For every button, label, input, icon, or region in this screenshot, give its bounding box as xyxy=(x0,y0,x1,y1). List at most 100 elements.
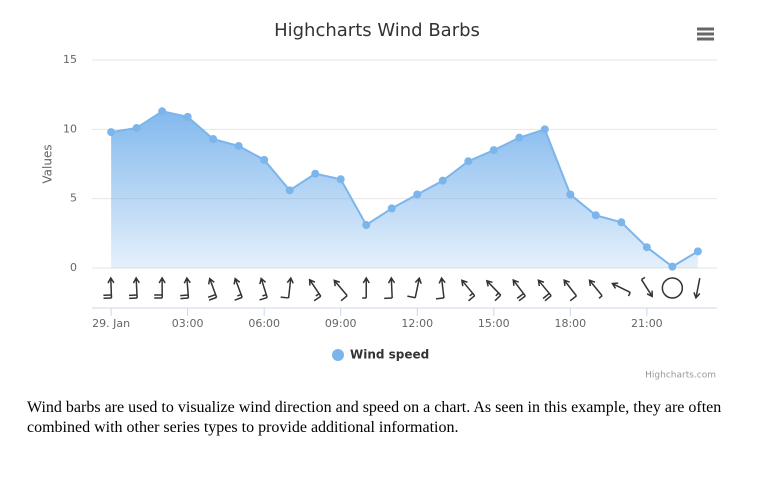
barb-full xyxy=(180,294,189,297)
barb-stem xyxy=(362,276,370,299)
menu-button[interactable] xyxy=(697,27,714,41)
credits[interactable]: Highcharts.com xyxy=(645,371,716,381)
barb-half xyxy=(627,292,631,297)
wind-barb xyxy=(485,279,502,302)
barb-full xyxy=(180,297,189,300)
barb-full xyxy=(544,295,552,302)
data-point xyxy=(464,157,473,166)
data-point xyxy=(668,262,677,271)
wind-barb xyxy=(435,276,446,300)
barb-full xyxy=(516,292,524,300)
barb-full xyxy=(234,296,243,301)
barb-full xyxy=(542,292,550,300)
barb-full xyxy=(208,296,217,301)
barb-stem xyxy=(537,279,552,297)
data-point xyxy=(438,176,447,185)
legend-label[interactable]: Wind speed xyxy=(350,348,429,362)
barb-stem xyxy=(693,278,701,300)
barb-stem xyxy=(233,277,243,298)
barb-stem xyxy=(611,282,631,294)
data-point xyxy=(617,218,626,227)
wind-barb xyxy=(207,277,218,301)
wind-barb xyxy=(333,279,348,302)
x-tick-label: 29. Jan xyxy=(92,317,130,330)
barb-half xyxy=(598,295,603,299)
barb-half xyxy=(641,276,646,281)
wind-barb xyxy=(588,279,603,299)
data-point xyxy=(260,155,269,164)
barb-stem xyxy=(640,279,654,298)
area-fill xyxy=(111,111,698,268)
barb-half xyxy=(262,293,267,297)
barb-full xyxy=(280,296,289,299)
y-tick-label: 5 xyxy=(70,192,77,205)
barb-stem xyxy=(563,278,578,297)
wind-barb xyxy=(611,282,631,297)
barb-full xyxy=(494,294,502,302)
barb-full xyxy=(407,295,416,299)
wind-barb xyxy=(693,278,701,300)
wind-barb xyxy=(640,276,654,298)
legend-symbol xyxy=(332,349,344,361)
barb-full xyxy=(518,295,526,302)
wind-barb xyxy=(128,276,141,300)
x-tick-label: 03:00 xyxy=(172,317,204,330)
wind-barb xyxy=(154,276,166,299)
data-point xyxy=(183,112,192,121)
caption: Wind barbs are used to visualize wind di… xyxy=(27,399,722,436)
barb-half xyxy=(315,293,320,297)
data-point xyxy=(158,107,167,116)
barb-stem xyxy=(308,278,322,297)
barb-stem xyxy=(387,276,396,299)
barb-full xyxy=(569,295,577,302)
barb-stem xyxy=(438,276,446,299)
data-point xyxy=(566,190,575,199)
data-point xyxy=(336,175,345,184)
wind-barb xyxy=(563,278,578,302)
barb-stem xyxy=(286,276,294,299)
wind-barb xyxy=(180,276,191,300)
wind-barb xyxy=(259,277,268,301)
calm-circle xyxy=(661,277,684,299)
y-tick-label: 15 xyxy=(63,53,77,66)
wind-barb xyxy=(661,277,684,299)
data-point xyxy=(387,204,396,213)
data-point xyxy=(311,169,320,178)
barb-half xyxy=(469,292,474,297)
data-point xyxy=(489,146,498,155)
barb-stem xyxy=(588,279,603,297)
y-axis-title: Values xyxy=(41,144,55,183)
data-point xyxy=(285,186,294,195)
barb-full xyxy=(259,296,268,301)
wind-barb xyxy=(512,278,526,302)
wind-barb xyxy=(103,276,115,300)
x-tick-label: 09:00 xyxy=(325,317,357,330)
barb-stem xyxy=(485,279,502,296)
wind-barb xyxy=(280,276,294,299)
data-point xyxy=(591,211,600,220)
data-point xyxy=(362,221,371,230)
barb-full xyxy=(468,295,476,302)
wind-barb xyxy=(308,278,322,302)
data-point xyxy=(642,243,651,252)
data-point xyxy=(132,123,141,132)
barb-full xyxy=(435,297,445,300)
y-tick-label: 0 xyxy=(70,261,77,274)
barb-stem xyxy=(460,279,476,297)
data-point xyxy=(413,190,422,199)
data-point xyxy=(209,135,218,144)
chart-title: Highcharts Wind Barbs xyxy=(274,20,480,41)
y-tick-label: 10 xyxy=(63,122,77,135)
x-tick-label: 12:00 xyxy=(401,317,433,330)
barb-stem xyxy=(333,279,348,297)
wind-barb xyxy=(537,279,552,302)
x-tick-label: 18:00 xyxy=(554,317,586,330)
wind-barb xyxy=(460,279,476,302)
data-point xyxy=(515,133,524,142)
x-tick-label: 06:00 xyxy=(248,317,280,330)
wind-barb xyxy=(407,276,422,299)
barb-stem xyxy=(158,276,166,299)
barb-stem xyxy=(132,276,141,299)
data-point xyxy=(693,247,702,256)
